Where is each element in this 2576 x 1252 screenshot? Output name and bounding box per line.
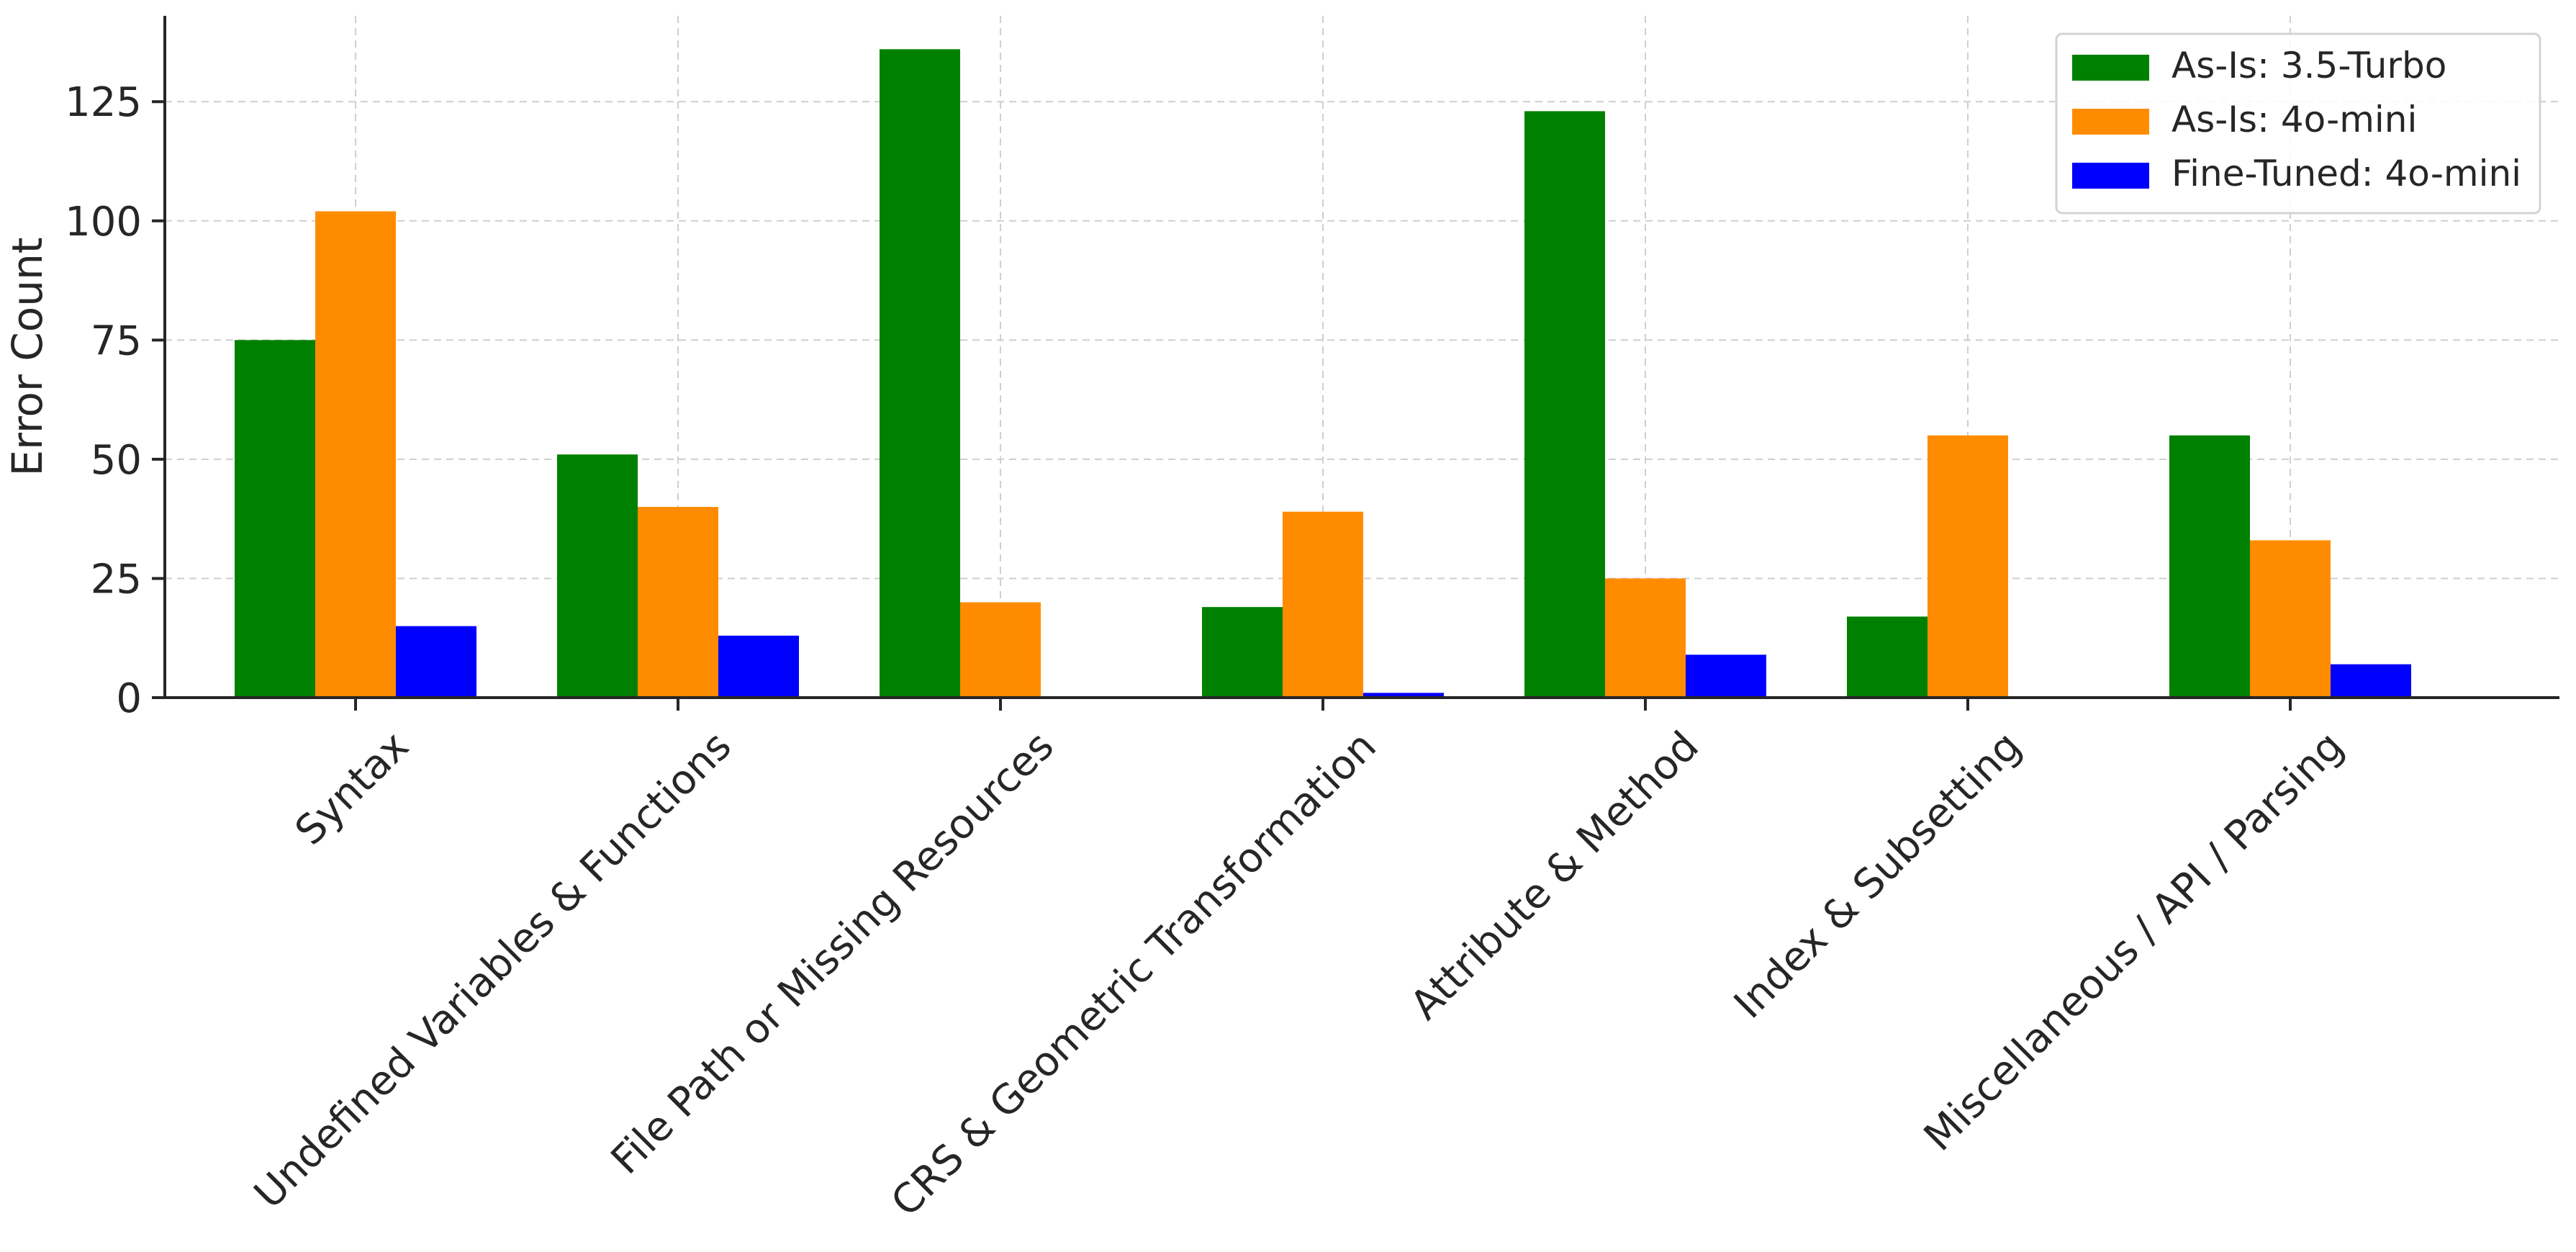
bar-as-is-4o-mini-index-subsetting: As-Is: 4o-mini: 55 <box>1928 435 2008 698</box>
x-tick-label: Syntax <box>286 723 418 855</box>
bar-as-is-3-5-turbo-miscellaneous-api-parsing: As-Is: 3.5-Turbo: 55 <box>2169 435 2250 698</box>
y-tick-label: 125 <box>65 79 142 126</box>
bars: As-Is: 3.5-Turbo: 75 As-Is: 3.5-Turbo: 51… <box>235 49 2411 698</box>
x-tick-label: Attribute & Method <box>1401 723 1707 1029</box>
bar-as-is-3-5-turbo-syntax: As-Is: 3.5-Turbo: 75 <box>235 340 315 698</box>
bar-as-is-4o-mini-miscellaneous-api-parsing: As-Is: 4o-mini: 33 <box>2250 540 2331 698</box>
legend-label-as-is-4o-mini: As-Is: 4o-mini <box>2171 99 2417 140</box>
bar-as-is-4o-mini-undefined-variables-functions: As-Is: 4o-mini: 40 <box>638 507 718 698</box>
bar-as-is-4o-mini-file-path-or-missing-resources: As-Is: 4o-mini: 20 <box>960 602 1041 698</box>
bar-as-is-3-5-turbo-crs-geometric-transformation: As-Is: 3.5-Turbo: 19 <box>1202 607 1283 698</box>
y-axis-label: Error Count <box>3 237 52 476</box>
y-tick-label: 0 <box>116 675 142 722</box>
bar-as-is-4o-mini-attribute-method: As-Is: 4o-mini: 25 <box>1605 578 1686 698</box>
y-tick-label: 75 <box>91 317 142 364</box>
bar-as-is-3-5-turbo-file-path-or-missing-resources: As-Is: 3.5-Turbo: 136 <box>880 49 960 698</box>
y-ticks: 0 25 50 75 100 125 <box>65 79 165 722</box>
bar-fine-tuned-4o-mini-attribute-method: Fine-Tuned: 4o-mini: 9 <box>1686 654 1766 698</box>
x-tick-label: Index & Subsetting <box>1725 723 2030 1028</box>
y-tick-label: 100 <box>65 199 142 246</box>
legend-label-fine-tuned-4o-mini: Fine-Tuned: 4o-mini <box>2171 153 2521 194</box>
bar-fine-tuned-4o-mini-undefined-variables-functions: Fine-Tuned: 4o-mini: 13 <box>718 635 799 698</box>
axes <box>163 16 2559 699</box>
legend-swatch-as-is-3-5-turbo <box>2072 55 2149 81</box>
bar-fine-tuned-4o-mini-miscellaneous-api-parsing: Fine-Tuned: 4o-mini: 7 <box>2331 664 2411 698</box>
bar-as-is-3-5-turbo-index-subsetting: As-Is: 3.5-Turbo: 17 <box>1847 616 1928 698</box>
legend-swatch-as-is-4o-mini <box>2072 109 2149 135</box>
bar-fine-tuned-4o-mini-syntax: Fine-Tuned: 4o-mini: 15 <box>396 626 476 698</box>
y-tick-label: 25 <box>91 556 142 603</box>
bar-as-is-4o-mini-syntax: As-Is: 4o-mini: 102 <box>315 211 396 698</box>
legend-swatch-fine-tuned-4o-mini <box>2072 163 2149 189</box>
legend: As-Is: 3.5-Turbo As-Is: 4o-mini Fine-Tuned… <box>2055 32 2541 215</box>
bar-fine-tuned-4o-mini-crs-geometric-transformation: Fine-Tuned: 4o-mini: 1 <box>1363 693 1444 698</box>
bar-as-is-3-5-turbo-attribute-method: As-Is: 3.5-Turbo: 123 <box>1524 111 1605 698</box>
bar-as-is-3-5-turbo-undefined-variables-functions: As-Is: 3.5-Turbo: 51 <box>557 454 638 698</box>
bar-as-is-4o-mini-crs-geometric-transformation: As-Is: 4o-mini: 39 <box>1283 511 1363 698</box>
legend-frame <box>2055 32 2541 215</box>
legend-label-as-is-3-5-turbo: As-Is: 3.5-Turbo <box>2171 45 2446 86</box>
y-tick-label: 50 <box>91 437 142 484</box>
